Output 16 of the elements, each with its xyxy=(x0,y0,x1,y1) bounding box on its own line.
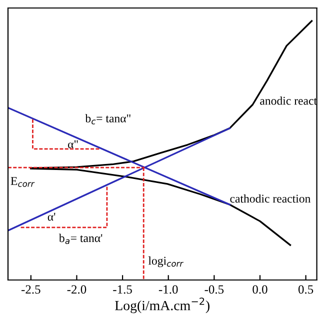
annotation: α" xyxy=(68,140,78,148)
x-tick-label: -2.5 xyxy=(21,285,40,294)
x-tick-label: 0.5 xyxy=(298,285,314,294)
annotation: b$_{c}$= tanα" xyxy=(85,114,130,124)
x-tick-label: -0.5 xyxy=(204,285,224,294)
annotation: cathodic reaction xyxy=(230,194,311,203)
x-tick-label: -1.5 xyxy=(113,285,132,294)
annotation: anodic react xyxy=(260,96,317,105)
x-axis-title: Log(i/mA.cm$^{−2}$) xyxy=(115,298,210,314)
annotation: α' xyxy=(48,212,56,221)
annotation: b$_{a}$= tanα' xyxy=(58,234,102,244)
x-tick-label: -2.0 xyxy=(67,285,86,294)
annotation: logi$_{corr}$ xyxy=(148,256,184,268)
annotation: E$_{corr}$ xyxy=(10,177,35,187)
x-tick-label: -1.0 xyxy=(158,285,178,294)
x-tick-label: 0.0 xyxy=(252,285,268,294)
